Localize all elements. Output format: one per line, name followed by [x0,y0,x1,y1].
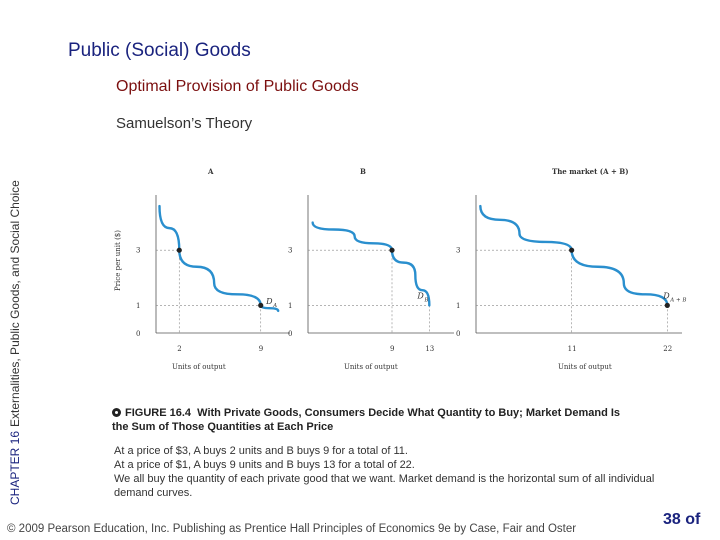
x-tick-label: 11 [568,345,577,353]
curve-label: D [662,291,670,300]
chapter-number: CHAPTER 16 [8,430,22,505]
x-tick-label: 9 [259,345,263,353]
section-heading: Samuelson’s Theory [116,115,253,132]
demand-curve [479,204,669,307]
slide-subtitle: Optimal Provision of Public Goods [116,78,359,95]
data-point [664,302,670,308]
y-tick-label: 0 [136,330,140,338]
curve-label-subscript: A [272,303,277,309]
y-tick-label: 0 [288,330,292,338]
demand-curve [311,221,431,307]
curve-label-subscript: B [423,297,428,303]
y-tick-label: 3 [136,247,140,255]
data-point [258,302,264,308]
panel-title: B [360,167,366,176]
x-tick-label: 9 [390,345,394,353]
x-axis-label: Units of output [558,363,612,371]
data-point [569,247,575,253]
y-tick-label: 1 [136,302,140,310]
x-tick-label: 22 [663,345,672,353]
curve-label-subscript: A + B [669,297,686,303]
y-tick-label: 1 [456,302,460,310]
y-axis-label: Price per unit ($) [114,230,122,291]
copyright-footer: © 2009 Pearson Education, Inc. Publishin… [7,523,577,535]
slide-title: Public (Social) Goods [68,40,251,61]
figure-caption: FIGURE 16.4 With Private Goods, Consumer… [112,406,632,434]
chapter-side-label: CHAPTER 16 Externalities, Public Goods, a… [8,135,30,505]
x-axis-label: Units of output [172,363,226,371]
y-tick-label: 3 [288,247,292,255]
panel-title: A [207,167,214,176]
page-number: 38 of [663,511,701,528]
demand-curve [158,204,280,313]
explanation-line: At a price of $1, A buys 9 units and B b… [114,459,415,471]
data-point [176,247,182,253]
x-axis-label: Units of output [344,363,398,371]
curve-label: D [416,291,424,300]
curve-label: D [265,297,273,306]
explanation-line: At a price of $3, A buys 2 units and B b… [114,445,408,457]
figure-title: With Private Goods, Consumers Decide Wha… [112,407,621,433]
panel-title: The market (A + B) [552,167,629,176]
figure-icon [112,408,121,417]
figure-number: FIGURE 16.4 [125,407,192,419]
chapter-title: Externalities, Public Goods, and Social … [8,180,22,427]
explanation-line: We all buy the quantity of each private … [114,473,655,499]
data-point [389,247,395,253]
x-tick-label: 2 [177,345,181,353]
y-tick-label: 0 [456,330,460,338]
explanation-text: At a price of $3, A buys 2 units and B b… [114,444,659,500]
y-tick-label: 3 [456,247,460,255]
y-tick-label: 1 [288,302,292,310]
x-tick-label: 13 [425,345,434,353]
